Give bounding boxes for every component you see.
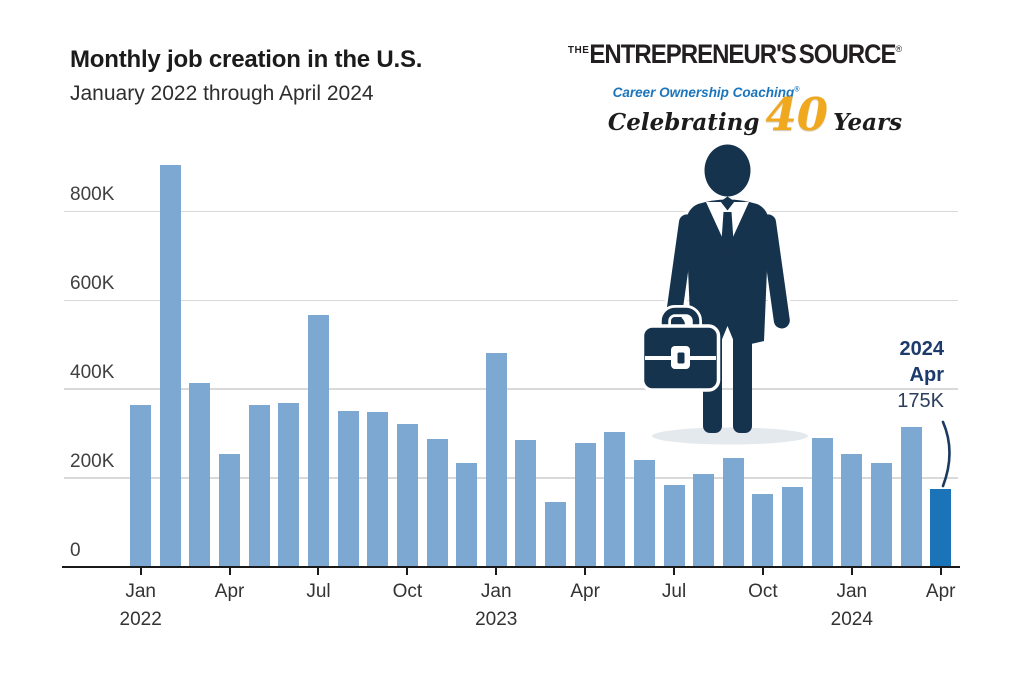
x-axis-label-Jul: Jul — [306, 581, 331, 602]
x-axis-label-Apr: Apr — [214, 581, 245, 602]
figure-shadow — [652, 427, 808, 445]
x-axis-label-Apr: Apr — [925, 581, 956, 602]
page-subtitle: January 2022 through April 2024 — [70, 82, 374, 105]
y-axis-label-0: 0 — [70, 540, 81, 561]
bar-feb-2022 — [159, 165, 181, 567]
x-tick-Jan2022 — [139, 568, 142, 575]
bar-jul-2023 — [663, 485, 685, 567]
brand-tagline: Career Ownership Coaching® — [575, 85, 837, 100]
bar-apr-2024 — [930, 489, 952, 567]
x-tick-Oct — [406, 568, 409, 575]
brand-entrepreneurs: ENTREPRENEUR'S — [589, 39, 796, 70]
tagline-text: Career Ownership Coaching — [612, 85, 795, 100]
tie — [720, 196, 735, 265]
annotation-month: Apr — [909, 364, 944, 386]
x-axis-label-Jul: Jul — [661, 581, 687, 602]
y-axis-label-600K: 600K — [70, 273, 115, 295]
bar-feb-2024 — [870, 462, 892, 567]
x-axis-year-2022: 2022 — [119, 609, 162, 630]
annotation-value: 175K — [897, 390, 944, 412]
businessman-icon — [640, 144, 808, 445]
bar-aug-2022 — [337, 411, 359, 567]
bar-dec-2022 — [456, 462, 478, 567]
y-axis-label-800K: 800K — [70, 184, 115, 206]
bar-oct-2022 — [396, 423, 418, 567]
gridline-400K — [64, 388, 958, 390]
x-axis-year-2024: 2024 — [830, 609, 873, 630]
bar-feb-2023 — [515, 439, 537, 567]
x-tick-Jan2023 — [495, 568, 498, 575]
y-axis-label-200K: 200K — [70, 451, 115, 473]
registered-mark: ® — [895, 44, 903, 54]
x-tick-Oct — [761, 568, 764, 575]
x-axis-label-Oct: Oct — [748, 581, 778, 602]
gridline-600K — [64, 299, 958, 302]
bar-dec-2023 — [811, 438, 833, 567]
x-axis-line — [62, 565, 960, 568]
celebrating-text: Celebrating — [607, 109, 760, 136]
x-axis-label-Apr: Apr — [570, 581, 600, 602]
bar-jan-2023 — [485, 352, 507, 567]
bar-sep-2023 — [722, 457, 744, 567]
jacket-notch — [718, 326, 737, 349]
x-axis-label-Jan-2024: Jan — [836, 581, 868, 602]
bar-jun-2022 — [278, 402, 300, 567]
bar-nov-2023 — [782, 486, 804, 567]
x-axis-label-Jan-2023: Jan — [480, 581, 512, 602]
bar-mar-2024 — [900, 426, 922, 567]
bar-apr-2022 — [219, 454, 241, 567]
x-tick-Jan2024 — [850, 568, 853, 575]
bar-jul-2022 — [307, 314, 329, 567]
apr-2024-annotation: 2024 Apr 175K — [804, 336, 944, 414]
x-tick-Jul — [673, 568, 676, 575]
x-axis-year-2023: 2023 — [475, 609, 518, 630]
x-tick-Apr — [939, 568, 942, 575]
x-tick-Apr — [228, 568, 231, 575]
x-tick-Jul — [317, 568, 320, 575]
bar-aug-2023 — [693, 473, 715, 567]
x-axis-label-Jan-2022: Jan — [125, 581, 156, 602]
annotation-curve-icon — [941, 420, 951, 488]
y-axis-label-400K: 400K — [70, 362, 115, 384]
years-text: Years — [833, 109, 903, 136]
page-title: Monthly job creation in the U.S. — [70, 46, 423, 73]
bar-apr-2023 — [574, 443, 596, 567]
anniversary-row: Celebrating 40 Years — [608, 88, 902, 141]
brand-the: THE — [567, 45, 590, 56]
bar-mar-2022 — [189, 382, 211, 567]
forty-number: 40 — [765, 88, 829, 141]
bar-jan-2022 — [130, 405, 152, 567]
x-tick-Apr — [584, 568, 587, 575]
tagline-registered-mark: ® — [794, 86, 800, 94]
brand-source: SOURCE — [798, 39, 897, 70]
bar-may-2023 — [604, 431, 626, 567]
annotation-year: 2024 — [899, 338, 945, 360]
gridline-200K — [64, 477, 958, 479]
bar-jan-2024 — [841, 454, 863, 567]
bar-may-2022 — [248, 405, 270, 567]
bar-nov-2022 — [426, 438, 448, 567]
briefcase-icon — [640, 305, 721, 392]
gridline-800K — [64, 210, 958, 213]
bar-sep-2022 — [367, 412, 389, 567]
x-axis-label-Oct: Oct — [392, 581, 423, 602]
bar-mar-2023 — [545, 502, 567, 567]
bar-jun-2023 — [633, 460, 655, 567]
bar-oct-2023 — [752, 493, 774, 567]
